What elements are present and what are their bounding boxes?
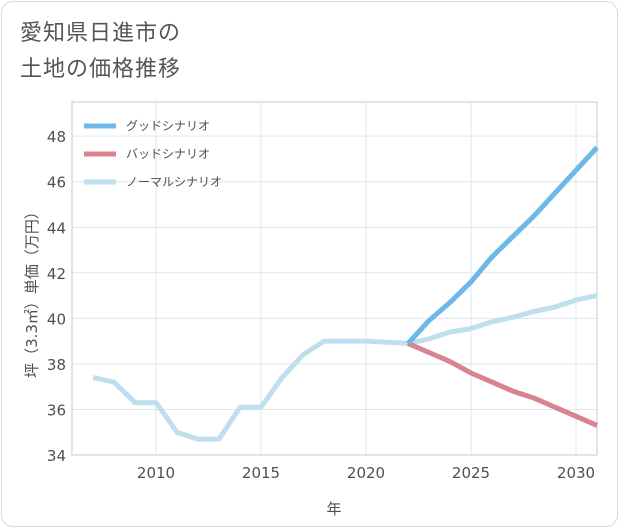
y-tick-label: 38 xyxy=(47,356,66,374)
chart-title: 愛知県日進市の 土地の価格推移 xyxy=(20,16,181,88)
y-tick-label: 42 xyxy=(47,265,66,283)
x-tick-label: 2010 xyxy=(137,464,175,482)
y-tick-label: 36 xyxy=(47,401,66,419)
x-axis-label: 年 xyxy=(326,500,341,518)
x-tick-label: 2025 xyxy=(452,464,490,482)
legend-label-0: グッドシナリオ xyxy=(126,119,210,133)
x-tick-label: 2030 xyxy=(557,464,595,482)
series-group xyxy=(92,145,599,442)
series-line-0 xyxy=(406,145,599,346)
series-line-1 xyxy=(407,341,598,428)
title-line-2: 土地の価格推移 xyxy=(20,57,182,82)
y-tick-label: 48 xyxy=(47,128,66,146)
x-tick-label: 2015 xyxy=(242,464,280,482)
y-tick-label: 40 xyxy=(47,310,66,328)
x-tick-label: 2020 xyxy=(347,464,385,482)
y-axis-label: 坪（3.3㎡）単価（万円） xyxy=(23,204,41,378)
y-tick-label: 34 xyxy=(47,447,66,465)
plot-frame xyxy=(71,101,598,456)
tick-labels: 34 36 38 40 42 44 46 48 2010 2015 2020 2025 2030 xyxy=(47,128,595,482)
y-tick-label: 44 xyxy=(47,219,66,237)
y-tick-label: 46 xyxy=(47,174,66,192)
legend-label-1: バッドシナリオ xyxy=(126,147,210,161)
title-line-1: 愛知県日進市の xyxy=(20,21,182,46)
legend-label-2: ノーマルシナリオ xyxy=(126,175,222,189)
series-line-2 xyxy=(92,293,598,442)
